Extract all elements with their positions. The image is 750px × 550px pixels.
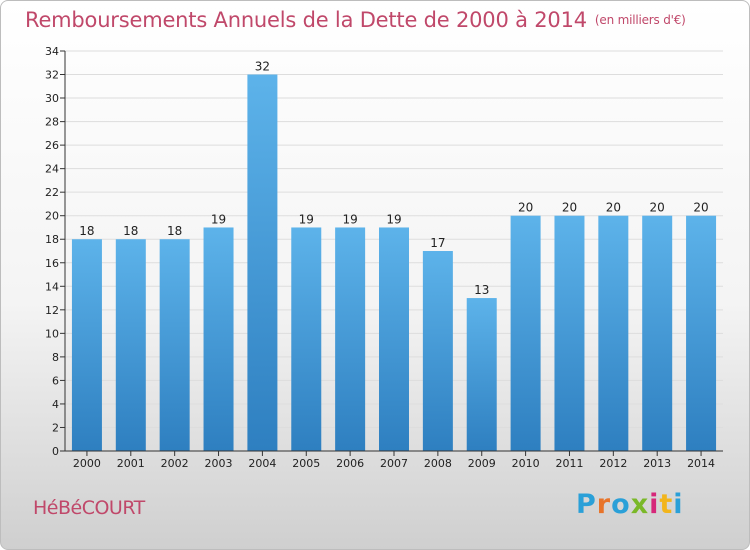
bar-2000 bbox=[71, 239, 102, 451]
data-label-2010: 20 bbox=[518, 201, 533, 215]
data-label-2007: 19 bbox=[386, 212, 401, 226]
data-label-2013: 20 bbox=[650, 201, 665, 215]
y-tick-label: 34 bbox=[45, 45, 59, 58]
x-tick-label-2003: 2003 bbox=[205, 457, 233, 470]
bar-2005 bbox=[291, 227, 322, 451]
y-tick-label: 14 bbox=[45, 280, 59, 293]
logo-letter: x bbox=[630, 489, 650, 520]
x-tick-label-2011: 2011 bbox=[555, 457, 583, 470]
proxiti-logo: Proxiti bbox=[576, 489, 684, 520]
logo-letter: t bbox=[659, 489, 674, 520]
axes bbox=[60, 50, 723, 456]
bar-2007 bbox=[379, 227, 409, 451]
data-label-2000: 18 bbox=[79, 224, 94, 238]
data-label-2012: 20 bbox=[606, 201, 621, 215]
x-tick-label-2002: 2002 bbox=[161, 457, 189, 470]
bar-2011 bbox=[554, 215, 585, 451]
data-label-2011: 20 bbox=[562, 201, 577, 215]
y-tick-label: 28 bbox=[45, 116, 59, 129]
bar-2014 bbox=[686, 215, 717, 451]
y-tick-label: 8 bbox=[52, 351, 59, 364]
data-label-2002: 18 bbox=[167, 224, 182, 238]
data-label-2008: 17 bbox=[430, 236, 445, 250]
x-tick-label-2013: 2013 bbox=[643, 457, 671, 470]
y-tick-label: 20 bbox=[45, 210, 59, 223]
y-tick-label: 32 bbox=[45, 69, 59, 82]
commune-name: HéBéCOURT bbox=[33, 497, 145, 519]
y-tick-label: 16 bbox=[45, 257, 59, 270]
labels: 0246810121416182022242628303234182000182… bbox=[45, 45, 715, 470]
x-tick-label-2010: 2010 bbox=[512, 457, 540, 470]
y-tick-label: 26 bbox=[45, 139, 59, 152]
logo-letter: i bbox=[673, 489, 684, 520]
logo-letter: i bbox=[649, 489, 660, 520]
y-tick-label: 10 bbox=[45, 327, 59, 340]
y-tick-label: 18 bbox=[45, 233, 59, 246]
bar-2003 bbox=[203, 227, 234, 451]
y-tick-label: 12 bbox=[45, 304, 59, 317]
bar-2009 bbox=[466, 298, 497, 451]
chart-title: Remboursements Annuels de la Dette de 20… bbox=[25, 8, 686, 32]
bars bbox=[71, 74, 717, 451]
x-tick-label-2014: 2014 bbox=[687, 457, 715, 470]
data-label-2003: 19 bbox=[211, 212, 226, 226]
y-tick-label: 4 bbox=[52, 398, 59, 411]
x-tick-label-2007: 2007 bbox=[380, 457, 408, 470]
data-label-2001: 18 bbox=[123, 224, 138, 238]
data-label-2005: 19 bbox=[299, 212, 314, 226]
chart-title-text: Remboursements Annuels de la Dette de 20… bbox=[25, 8, 587, 32]
bar-2002 bbox=[159, 239, 190, 451]
x-tick-label-2005: 2005 bbox=[292, 457, 320, 470]
bar-2006 bbox=[335, 227, 366, 451]
y-tick-label: 22 bbox=[45, 186, 59, 199]
x-tick-label-2009: 2009 bbox=[468, 457, 496, 470]
x-tick-label-2004: 2004 bbox=[248, 457, 276, 470]
data-label-2014: 20 bbox=[693, 201, 708, 215]
bar-2013 bbox=[642, 215, 673, 451]
y-tick-label: 30 bbox=[45, 92, 59, 105]
bar-2001 bbox=[115, 239, 146, 451]
bar-2004 bbox=[247, 74, 278, 451]
x-tick-label-2008: 2008 bbox=[424, 457, 452, 470]
x-tick-label-2006: 2006 bbox=[336, 457, 364, 470]
y-tick-label: 0 bbox=[52, 445, 59, 458]
chart-unit: (en milliers d'€) bbox=[594, 13, 686, 27]
data-label-2004: 32 bbox=[255, 60, 270, 74]
data-label-2006: 19 bbox=[342, 212, 357, 226]
logo-letter: o bbox=[611, 489, 631, 520]
bar-2012 bbox=[598, 215, 629, 451]
logo-letter: P bbox=[576, 489, 597, 520]
y-tick-label: 2 bbox=[52, 421, 59, 434]
y-tick-label: 6 bbox=[52, 374, 59, 387]
x-tick-label-2012: 2012 bbox=[599, 457, 627, 470]
data-label-2009: 13 bbox=[474, 283, 489, 297]
y-tick-label: 24 bbox=[45, 163, 59, 176]
x-tick-label-2000: 2000 bbox=[73, 457, 101, 470]
bar-2010 bbox=[510, 215, 541, 451]
logo-letter: r bbox=[596, 489, 612, 520]
x-tick-label-2001: 2001 bbox=[117, 457, 145, 470]
bar-2008 bbox=[422, 251, 453, 451]
